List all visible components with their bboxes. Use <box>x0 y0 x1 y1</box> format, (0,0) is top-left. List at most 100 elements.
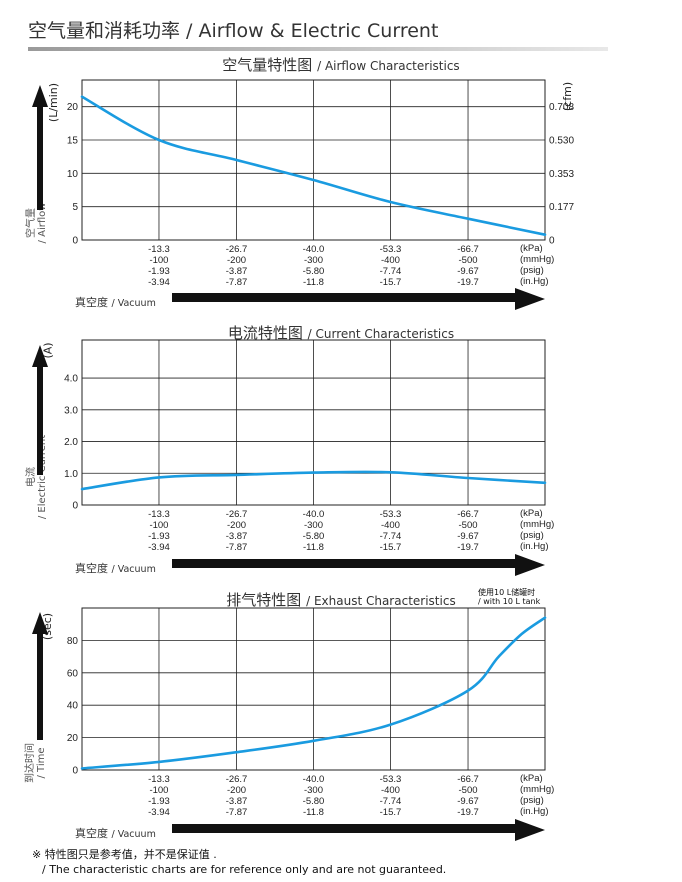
current-xunit-0: (kPa) <box>520 508 543 519</box>
airflow-xtick-r3-4: -19.7 <box>457 277 479 288</box>
airflow-xtick-r3-3: -15.7 <box>380 277 402 288</box>
airflow-y2tick-1: 0.177 <box>549 202 574 213</box>
exhaust-chart-title-en: / Exhaust Characteristics <box>306 594 456 608</box>
airflow-y2tick-2: 0.353 <box>549 169 574 180</box>
current-chart-title-en: / Current Characteristics <box>307 327 455 341</box>
exhaust-xunit-2: (psig) <box>520 795 544 806</box>
current-xtick-r0-1: -26.7 <box>226 509 248 520</box>
airflow-xunit-0: (kPa) <box>520 243 543 254</box>
exhaust-ytick-3: 60 <box>67 668 79 679</box>
airflow-ytick-1: 5 <box>72 202 78 213</box>
airflow-xtick-r2-2: -5.80 <box>303 266 325 277</box>
tank-annotation-zh: 使用10 L储罐时 <box>478 588 536 597</box>
exhaust-ytick-0: 0 <box>72 766 78 777</box>
current-xtick-r2-2: -5.80 <box>303 531 325 542</box>
current-xtick-r2-0: -1.93 <box>148 531 170 542</box>
current-xtick-r3-1: -7.87 <box>226 542 248 553</box>
current-chart: 0 1.0 2.0 3.0 4.0 -13.3 -26.7 -40.0 -53.3 -66.7 (k… <box>32 339 554 576</box>
current-xtick-r0-4: -66.7 <box>457 509 479 520</box>
current-vacuum-arrow <box>172 554 545 576</box>
airflow-vacuum-label-zh: 真空度 <box>75 296 108 309</box>
current-ytick-4: 4.0 <box>64 374 78 385</box>
current-xtick-r3-4: -19.7 <box>457 542 479 553</box>
exhaust-xtick-r2-0: -1.93 <box>148 796 170 807</box>
exhaust-xtick-r3-4: -19.7 <box>457 807 479 818</box>
current-vacuum-label-zh: 真空度 <box>75 562 108 575</box>
exhaust-xtick-r1-2: -300 <box>304 785 323 796</box>
current-ytick-1: 1.0 <box>64 469 78 480</box>
airflow-vacuum-arrow <box>172 288 545 310</box>
exhaust-xtick-r2-1: -3.87 <box>226 796 248 807</box>
exhaust-chart: 0 20 40 60 80 -13.3 -26.7 -40.0 -53.3 -66.7 (kPa) -… <box>32 607 554 841</box>
disclaimer-line-2: / The characteristic charts are for refe… <box>42 863 447 876</box>
current-xtick-r1-2: -300 <box>304 520 323 531</box>
exhaust-xtick-r1-0: -100 <box>149 785 168 796</box>
tank-annotation-en: / with 10 L tank <box>478 597 541 606</box>
exhaust-xtick-r3-2: -11.8 <box>303 807 324 818</box>
airflow-xunit-2: (psig) <box>520 265 544 276</box>
current-chart-title: 电流特性图 / Current Characteristics <box>0 322 682 343</box>
current-xtick-r2-1: -3.87 <box>226 531 248 542</box>
current-xtick-r1-3: -400 <box>381 520 400 531</box>
airflow-xtick-r2-3: -7.74 <box>380 266 402 277</box>
exhaust-xtick-r3-1: -7.87 <box>226 807 248 818</box>
current-xtick-r0-0: -13.3 <box>148 509 170 520</box>
page-title: 空气量和消耗功率 / Airflow & Electric Current <box>28 20 439 42</box>
exhaust-ytick-2: 40 <box>67 701 79 712</box>
airflow-xtick-r0-2: -40.0 <box>303 244 325 255</box>
current-xtick-r2-4: -9.67 <box>457 531 479 542</box>
airflow-curve <box>80 95 547 236</box>
current-xtick-r1-4: -500 <box>459 520 478 531</box>
current-vacuum-label-en: / Vacuum <box>111 564 156 575</box>
airflow-ytick-3: 15 <box>67 136 79 147</box>
exhaust-curve <box>80 616 547 770</box>
exhaust-xtick-r0-2: -40.0 <box>303 774 325 785</box>
exhaust-xtick-r3-0: -3.94 <box>148 807 170 818</box>
airflow-ytick-0: 0 <box>72 236 78 247</box>
exhaust-xunit-3: (in.Hg) <box>520 806 549 817</box>
airflow-y2tick-0: 0 <box>549 236 555 247</box>
exhaust-xunit-0: (kPa) <box>520 773 543 784</box>
exhaust-chart-title: 排气特性图 / Exhaust Characteristics <box>0 589 682 610</box>
exhaust-y-arrow <box>32 612 48 740</box>
current-xtick-r1-0: -100 <box>149 520 168 531</box>
exhaust-vacuum-label-zh: 真空度 <box>75 827 108 840</box>
current-ytick-2: 2.0 <box>64 437 78 448</box>
airflow-vacuum-label-en: / Vacuum <box>111 298 156 309</box>
airflow-xunit-1: (mmHg) <box>520 254 554 265</box>
disclaimer-note: ※ 特性图只是参考值，并不是保证值 . / The characteristic… <box>32 847 446 877</box>
airflow-chart-title-en: / Airflow Characteristics <box>317 59 460 73</box>
airflow-xtick-r1-2: -300 <box>304 255 323 266</box>
exhaust-xtick-r0-1: -26.7 <box>226 774 248 785</box>
airflow-xtick-r2-4: -9.67 <box>457 266 479 277</box>
current-xtick-r1-1: -200 <box>227 520 246 531</box>
airflow-xtick-r3-2: -11.8 <box>303 277 324 288</box>
current-xtick-r2-3: -7.74 <box>380 531 402 542</box>
current-xtick-r3-2: -11.8 <box>303 542 324 553</box>
current-ytick-3: 3.0 <box>64 405 78 416</box>
exhaust-ytick-4: 80 <box>67 636 79 647</box>
exhaust-ytick-1: 20 <box>67 733 79 744</box>
exhaust-xtick-r1-1: -200 <box>227 785 246 796</box>
current-vacuum-label: 真空度 / Vacuum <box>75 560 156 576</box>
exhaust-xtick-r0-4: -66.7 <box>457 774 479 785</box>
airflow-xunit-3: (in.Hg) <box>520 276 549 287</box>
current-xtick-r0-2: -40.0 <box>303 509 325 520</box>
exhaust-vacuum-label: 真空度 / Vacuum <box>75 825 156 841</box>
exhaust-xunit-1: (mmHg) <box>520 784 554 795</box>
exhaust-vacuum-arrow <box>172 819 545 841</box>
airflow-chart-title-zh: 空气量特性图 <box>222 56 313 74</box>
airflow-ytick-2: 10 <box>67 169 79 180</box>
airflow-xtick-r3-1: -7.87 <box>226 277 248 288</box>
current-xtick-r0-3: -53.3 <box>380 509 402 520</box>
airflow-y2tick-4: 0.708 <box>549 102 574 113</box>
current-curve <box>80 470 547 491</box>
exhaust-xtick-r1-4: -500 <box>459 785 478 796</box>
exhaust-vacuum-label-en: / Vacuum <box>111 829 156 840</box>
exhaust-xtick-r2-2: -5.80 <box>303 796 325 807</box>
exhaust-xtick-r2-3: -7.74 <box>380 796 402 807</box>
airflow-xtick-r1-0: -100 <box>149 255 168 266</box>
current-xunit-3: (in.Hg) <box>520 541 549 552</box>
